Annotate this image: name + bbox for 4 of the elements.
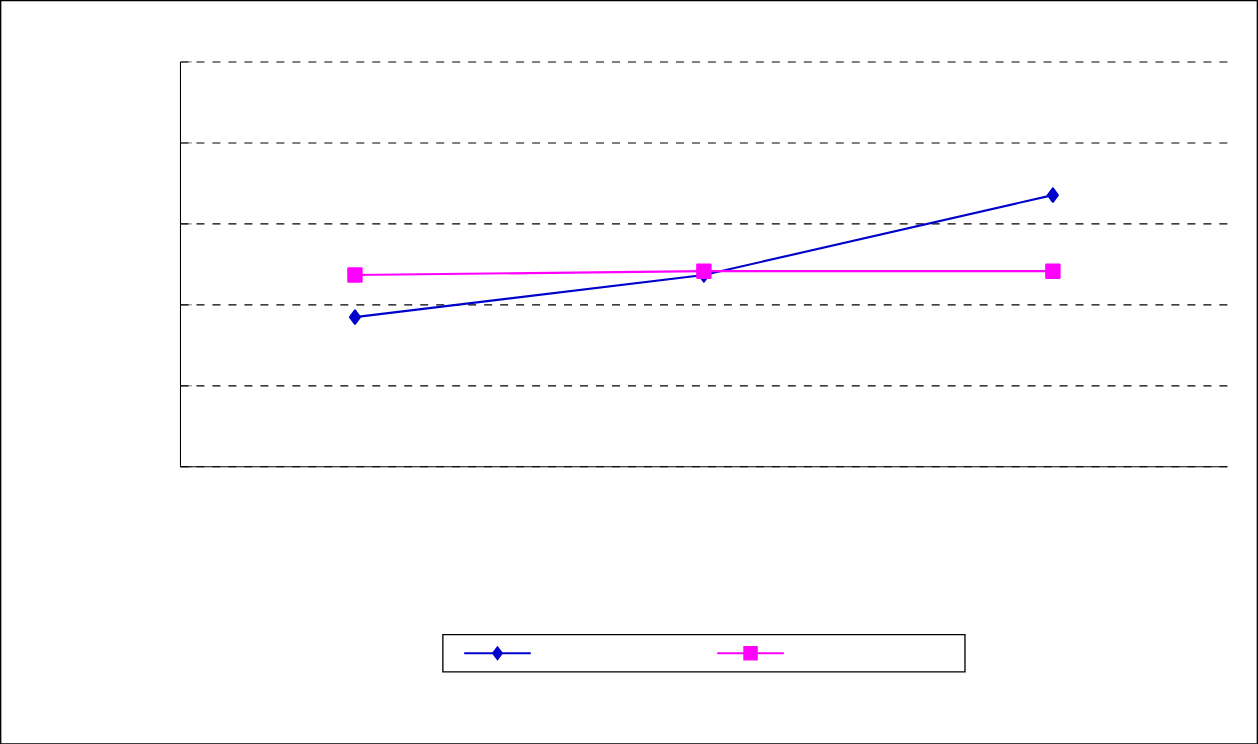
point	[348, 309, 362, 325]
point	[1046, 187, 1059, 203]
point	[1045, 263, 1061, 279]
point	[347, 267, 363, 283]
